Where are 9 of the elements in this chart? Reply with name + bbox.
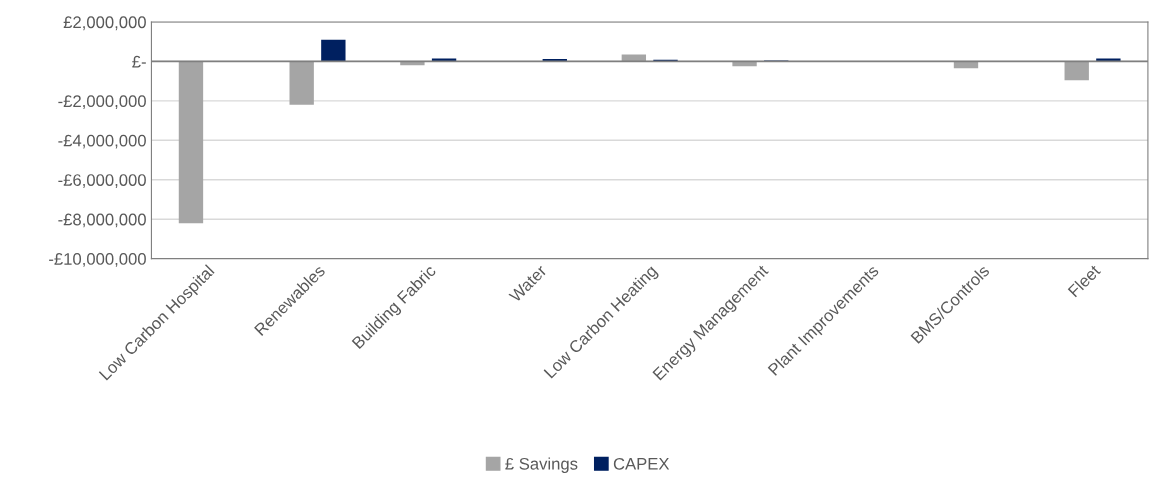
y-tick-label: -£6,000,000 bbox=[58, 174, 146, 188]
y-tick-label: -£2,000,000 bbox=[58, 95, 146, 110]
legend-label: CAPEX bbox=[613, 457, 670, 470]
legend-label: £ Savings bbox=[505, 457, 578, 473]
y-tick-label: -£4,000,000 bbox=[58, 134, 146, 149]
y-tick-label: £- bbox=[132, 55, 146, 68]
y-tick-label: -£8,000,000 bbox=[58, 213, 146, 228]
y-tick-label: -£10,000,000 bbox=[49, 253, 146, 267]
y-tick-label: £2,000,000 bbox=[63, 16, 146, 31]
